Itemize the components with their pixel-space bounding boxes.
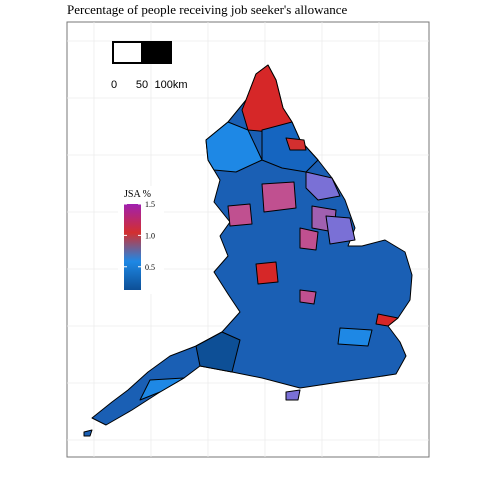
colorbar-label: 1.5: [145, 200, 155, 209]
region-hull: [305, 171, 341, 201]
region-birmingham: [255, 261, 279, 285]
scale-label: 100km: [154, 79, 187, 91]
region-cumbria: [205, 121, 263, 173]
title: Percentage of people receiving job seeke…: [67, 2, 347, 17]
scale-segment: [112, 41, 143, 64]
region-yorkshire: [261, 181, 297, 213]
scale-label: 50: [136, 79, 148, 91]
scale-label: 0: [111, 79, 117, 91]
panel: [66, 21, 430, 458]
region-northampton: [299, 289, 317, 305]
colorbar: [124, 204, 141, 290]
region-tyne: [285, 137, 307, 151]
colorbar-label: 0.5: [145, 263, 155, 272]
region-scilly: [83, 429, 93, 437]
region-thurrock: [375, 313, 399, 327]
legend: JSA % 1.5 1.0 0.5: [118, 186, 164, 294]
england: [83, 64, 413, 437]
region-devon: [139, 377, 185, 401]
legend-title: JSA %: [124, 189, 151, 200]
region-somerset: [195, 331, 241, 373]
region-lincs-east: [325, 215, 356, 245]
region-merseyside: [227, 203, 253, 227]
region-nottingham: [299, 227, 319, 251]
colorbar-label: 1.0: [145, 231, 155, 240]
scale-bar: 0 50 100km: [111, 41, 188, 91]
region-london: [337, 327, 373, 347]
region-isle-of-wight: [285, 389, 301, 401]
scale-segment: [141, 41, 172, 64]
